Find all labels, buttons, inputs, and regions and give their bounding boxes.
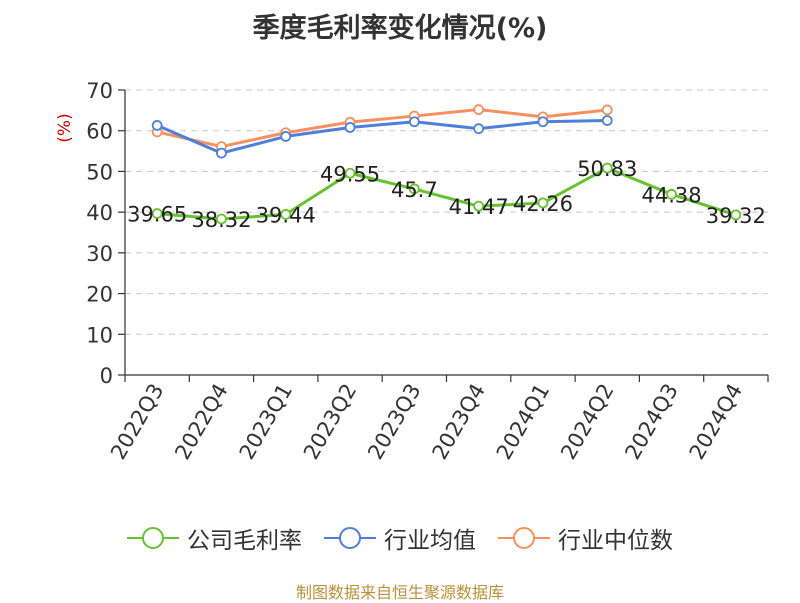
data-point <box>408 116 420 128</box>
data-point <box>280 131 292 142</box>
legend-label: 行业中位数 <box>558 528 673 554</box>
series-line <box>156 108 608 149</box>
data-point <box>473 104 485 115</box>
legend-item[interactable]: 公司毛利率 <box>127 521 302 555</box>
y-tick-label: 60 <box>86 120 113 144</box>
x-tick-label: 2023Q3 <box>363 380 425 464</box>
y-tick-label: 70 <box>86 79 113 103</box>
series-2 <box>151 104 613 152</box>
x-tick-label: 2022Q3 <box>106 380 168 464</box>
data-point <box>216 147 227 159</box>
data-point <box>473 200 485 212</box>
data-point <box>537 116 549 128</box>
legend-label: 行业均值 <box>384 528 476 554</box>
legend-swatch-icon <box>127 527 179 549</box>
legend-label: 公司毛利率 <box>187 528 302 554</box>
x-tick-label: 2024Q3 <box>620 380 682 464</box>
data-point <box>730 209 742 221</box>
data-point <box>666 188 677 200</box>
series-lines <box>151 104 742 225</box>
grid-lines <box>125 89 768 335</box>
data-point <box>601 104 613 116</box>
data-point <box>601 162 613 174</box>
legend-item[interactable]: 行业中位数 <box>498 521 673 555</box>
legend-swatch-icon <box>324 527 376 549</box>
x-tick-label: 2023Q1 <box>235 380 297 464</box>
data-point <box>408 183 420 195</box>
series-0 <box>151 162 742 225</box>
legend-item[interactable]: 行业均值 <box>324 521 476 555</box>
series-line <box>157 166 737 221</box>
x-tick-label: 2023Q2 <box>299 380 361 464</box>
y-tick-label: 0 <box>100 364 113 388</box>
y-tick-label: 40 <box>86 201 113 225</box>
data-label: 39.65 <box>127 203 187 227</box>
y-tick-label: 30 <box>86 242 113 266</box>
data-label: 44.38 <box>641 183 701 207</box>
x-tick-label: 2024Q1 <box>492 380 554 464</box>
x-tick-label: 2024Q2 <box>556 380 618 464</box>
data-label: 42.26 <box>513 192 573 216</box>
series-line <box>156 119 608 155</box>
data-point <box>601 115 613 126</box>
data-label: 50.83 <box>577 157 637 181</box>
data-label: 41.47 <box>449 195 509 219</box>
y-tick-label: 50 <box>86 160 113 184</box>
x-tick-label: 2024Q4 <box>685 380 747 464</box>
data-label: 38.32 <box>191 208 251 232</box>
data-label: 39.32 <box>706 204 766 228</box>
data-point <box>216 213 227 225</box>
chart-title: 季度毛利率变化情况(%) <box>252 13 548 44</box>
data-label: 39.44 <box>256 203 316 227</box>
data-label: 45.7 <box>391 178 438 202</box>
data-label: 49.55 <box>320 162 380 186</box>
y-axis-label: (%) <box>55 113 75 142</box>
data-point <box>344 122 356 133</box>
data-point <box>344 167 356 179</box>
data-point <box>473 123 485 135</box>
legend-swatch-icon <box>498 527 550 549</box>
source-note: 制图数据来自恒生聚源数据库 <box>295 583 504 602</box>
x-tick-label: 2022Q4 <box>170 380 232 464</box>
series-1 <box>151 115 613 159</box>
data-point <box>537 197 549 209</box>
data-point <box>151 120 163 131</box>
data-point <box>151 208 163 219</box>
y-tick-label: 20 <box>86 283 113 307</box>
data-point <box>280 209 292 220</box>
y-tick-label: 10 <box>86 323 113 347</box>
x-tick-label: 2023Q4 <box>428 380 490 464</box>
legend: 公司毛利率 行业均值 行业中位数 <box>0 518 800 558</box>
